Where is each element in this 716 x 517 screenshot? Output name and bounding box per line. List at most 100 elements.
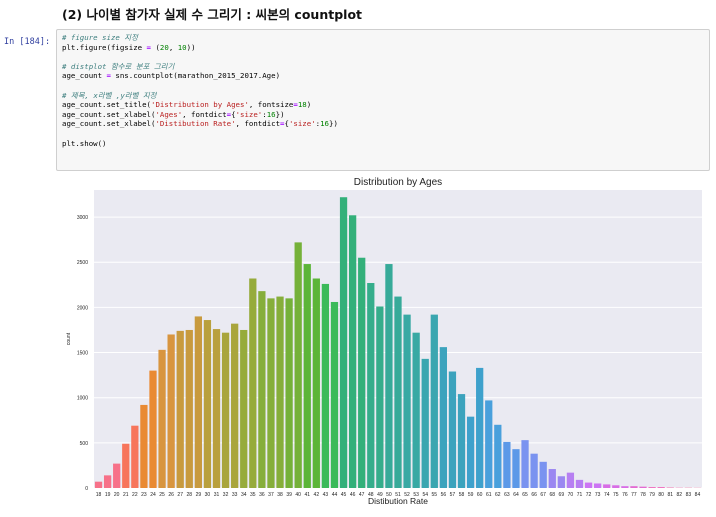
bar bbox=[603, 484, 611, 488]
bar bbox=[303, 264, 311, 488]
code-cell[interactable]: # figure size 지정 plt.figure(figsize = (20… bbox=[56, 29, 710, 171]
code-token: age_count.set_title( bbox=[62, 100, 151, 110]
x-tick-label: 77 bbox=[631, 492, 637, 498]
x-tick-label: 70 bbox=[568, 492, 574, 498]
bar bbox=[566, 472, 575, 488]
x-tick-label: 76 bbox=[622, 492, 628, 498]
x-tick-label: 65 bbox=[522, 492, 528, 498]
section-heading: (2) 나이별 참가자 실제 수 그리기 : 씨본의 countplot bbox=[62, 7, 363, 22]
x-tick-label: 44 bbox=[332, 492, 338, 498]
x-tick-label: 55 bbox=[432, 492, 438, 498]
code-line: plt.show() bbox=[62, 139, 338, 149]
code-token: }) bbox=[329, 119, 338, 129]
bar bbox=[285, 298, 293, 488]
x-tick-label: 39 bbox=[286, 492, 292, 498]
bar bbox=[158, 349, 166, 488]
bar bbox=[575, 479, 584, 488]
bar bbox=[584, 482, 593, 488]
code-token: ( bbox=[151, 42, 160, 52]
x-tick-label: 73 bbox=[595, 492, 601, 498]
x-tick-label: 36 bbox=[259, 492, 265, 498]
bar bbox=[339, 197, 348, 488]
code-editor[interactable]: # figure size 지정 plt.figure(figsize = (20… bbox=[62, 33, 338, 148]
x-tick-label: 38 bbox=[277, 492, 283, 498]
x-tick-label: 79 bbox=[649, 492, 655, 498]
x-tick-label: 31 bbox=[214, 492, 220, 498]
bar bbox=[167, 334, 175, 488]
code-token: = bbox=[146, 42, 151, 52]
bar bbox=[557, 476, 565, 488]
code-token: # 제목, x라벨 ,y라벨 지정 bbox=[62, 90, 157, 100]
bar bbox=[249, 278, 257, 488]
x-tick-label: 82 bbox=[677, 492, 683, 498]
code-token: }) bbox=[275, 109, 285, 119]
bar bbox=[122, 443, 130, 488]
bar bbox=[176, 330, 184, 488]
x-tick-label: 81 bbox=[667, 492, 673, 498]
code-token: ) bbox=[306, 100, 312, 110]
code-token: 'Ages' bbox=[155, 109, 183, 119]
x-tick-label: 71 bbox=[577, 492, 583, 498]
code-token: # distplot 함수로 분포 그리기 bbox=[62, 61, 175, 71]
code-line: age_count.set_xlabel('Ages', fontdict={'… bbox=[62, 110, 338, 120]
x-tick-label: 26 bbox=[168, 492, 174, 498]
x-tick-label: 67 bbox=[540, 492, 546, 498]
bar bbox=[312, 278, 320, 488]
x-tick-label: 80 bbox=[658, 492, 664, 498]
bar bbox=[430, 314, 438, 488]
x-tick-label: 20 bbox=[114, 492, 120, 498]
x-tick-label: 60 bbox=[477, 492, 483, 498]
y-tick-label: 1000 bbox=[77, 396, 88, 402]
bar bbox=[358, 257, 366, 488]
x-tick-label: 59 bbox=[468, 492, 474, 498]
x-tick-label: 83 bbox=[686, 492, 692, 498]
code-token: : bbox=[262, 109, 267, 119]
x-tick-label: 57 bbox=[450, 492, 456, 498]
bar bbox=[630, 486, 638, 488]
y-tick-label: 2500 bbox=[77, 260, 88, 266]
bar bbox=[539, 461, 547, 488]
code-token: 16 bbox=[266, 109, 276, 119]
x-tick-label: 18 bbox=[96, 492, 102, 498]
code-token: , fontdict bbox=[235, 119, 281, 129]
y-tick-label: 2000 bbox=[77, 305, 88, 311]
bar bbox=[103, 475, 112, 488]
code-token: 18 bbox=[297, 100, 307, 110]
bar bbox=[421, 358, 429, 488]
x-tick-label: 47 bbox=[359, 492, 365, 498]
code-token: sns.countplot(marathon_2015_2017.Age) bbox=[110, 71, 281, 81]
code-line: # distplot 함수로 분포 그리기 bbox=[62, 62, 338, 72]
bar bbox=[321, 283, 330, 488]
bar bbox=[403, 314, 411, 488]
x-tick-label: 62 bbox=[495, 492, 501, 498]
bar bbox=[439, 347, 447, 488]
code-token: : bbox=[315, 119, 321, 129]
code-line bbox=[62, 52, 338, 62]
code-token: , fontsize bbox=[248, 100, 294, 110]
x-tick-label: 30 bbox=[205, 492, 211, 498]
code-line: # figure size 지정 bbox=[62, 33, 338, 43]
countplot-chart: 0 500 1000 1500 2000 2500 3000 18 19 20 21 22 23 24 25… bbox=[66, 177, 702, 506]
code-token: )) bbox=[186, 42, 196, 52]
bar bbox=[494, 424, 502, 488]
x-tick-label: 34 bbox=[241, 492, 247, 498]
code-token: # figure size 지정 bbox=[62, 33, 138, 42]
bar bbox=[530, 453, 538, 488]
code-token: = bbox=[293, 100, 298, 110]
code-token: 20 bbox=[159, 42, 169, 52]
x-tick-label: 23 bbox=[141, 492, 147, 498]
x-tick-label: 28 bbox=[186, 492, 192, 498]
code-token: 10 bbox=[177, 42, 187, 52]
bar bbox=[258, 291, 266, 488]
bar bbox=[376, 306, 384, 488]
bar bbox=[594, 483, 602, 488]
code-line: age_count.set_xlabel('Distibution Rate',… bbox=[62, 119, 338, 129]
x-tick-label: 64 bbox=[513, 492, 519, 498]
bar bbox=[294, 242, 302, 488]
bar bbox=[221, 332, 230, 488]
bar bbox=[149, 370, 157, 488]
bar bbox=[521, 440, 529, 488]
y-tick-label: 0 bbox=[85, 486, 88, 492]
x-tick-label: 25 bbox=[159, 492, 165, 498]
code-line: # 제목, x라벨 ,y라벨 지정 bbox=[62, 91, 338, 101]
